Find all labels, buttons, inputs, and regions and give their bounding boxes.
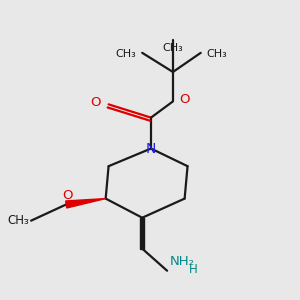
Polygon shape	[66, 199, 106, 208]
Text: H: H	[189, 263, 198, 276]
Text: CH₃: CH₃	[207, 49, 227, 59]
Text: O: O	[179, 93, 189, 106]
Text: CH₃: CH₃	[8, 214, 30, 227]
Text: N: N	[146, 142, 156, 155]
Text: O: O	[90, 96, 101, 110]
Text: NH₂: NH₂	[170, 255, 195, 268]
Text: CH₃: CH₃	[116, 49, 136, 59]
Text: CH₃: CH₃	[163, 43, 183, 52]
Text: O: O	[62, 188, 73, 202]
Text: methoxy: methoxy	[24, 219, 30, 220]
Polygon shape	[140, 218, 144, 249]
